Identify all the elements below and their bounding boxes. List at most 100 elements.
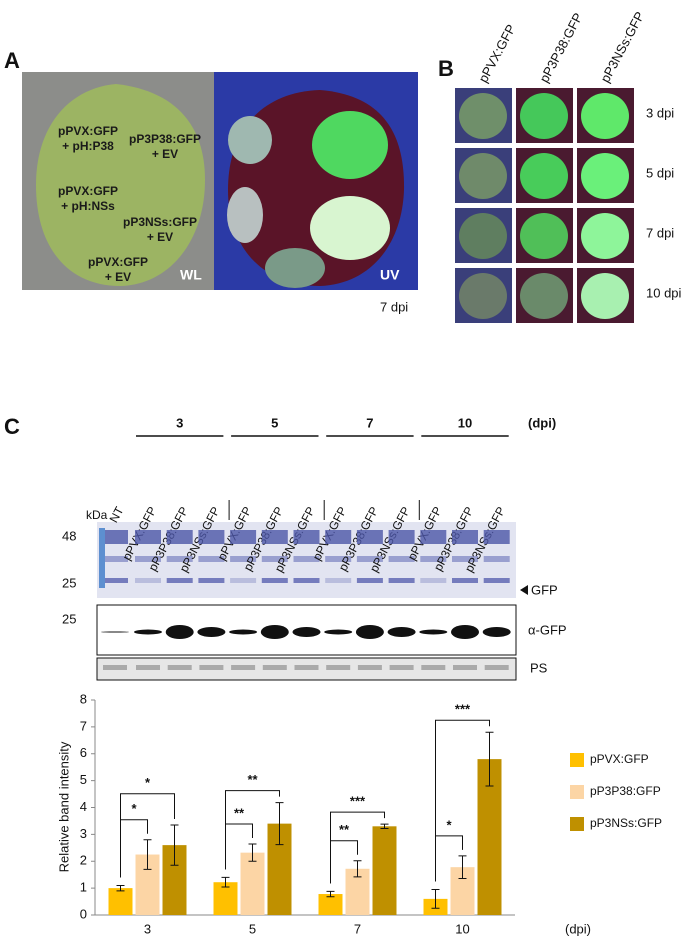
blot-band <box>197 627 226 637</box>
dpi-group-label: 7 <box>366 415 373 430</box>
gel-band <box>356 530 383 544</box>
gel-band <box>325 556 352 562</box>
y-axis-label: Relative band intensity <box>56 741 71 872</box>
panel-label: C <box>4 414 20 439</box>
stain-band <box>231 665 256 670</box>
gel-band <box>420 578 447 583</box>
legend-swatch <box>570 753 584 767</box>
light-label: UV <box>380 267 400 283</box>
gel-band <box>452 556 478 562</box>
dpi-unit: (dpi) <box>528 415 556 430</box>
error-bar <box>326 890 335 898</box>
gel-band <box>230 578 257 583</box>
significance-bracket <box>120 793 175 878</box>
blot-band <box>419 629 448 635</box>
gel-band <box>483 556 510 562</box>
leaf-disc <box>581 213 629 259</box>
panel-label: A <box>4 48 20 73</box>
gel-band <box>452 530 478 544</box>
stain-band <box>262 665 287 670</box>
gel-band <box>388 556 415 562</box>
stain-band <box>389 665 414 670</box>
y-tick-label: 4 <box>80 799 87 814</box>
gel-band <box>420 556 447 562</box>
gel-band <box>293 578 320 583</box>
gel-band <box>483 530 510 544</box>
significance-bracket <box>330 811 385 884</box>
legend-label: pP3P38:GFP <box>590 784 661 798</box>
stain-band <box>326 665 351 670</box>
leaf-disc <box>459 273 507 319</box>
dpi-group-label: 5 <box>271 415 278 430</box>
significance-label: * <box>131 801 137 816</box>
gel-band <box>198 578 225 583</box>
error-bar <box>116 884 125 892</box>
stain-band <box>199 665 224 670</box>
y-tick-label: 3 <box>80 826 87 841</box>
stain-label: PS <box>530 660 548 675</box>
leaf-label: + EV <box>105 270 131 284</box>
gel-band <box>230 530 257 544</box>
gel-band <box>388 578 415 583</box>
marker-label: 25 <box>62 611 76 626</box>
panel-b: pPVX:GFP pP3P38:GFP pP3NSs:GFP 3 dpi 5 dpi 7 … <box>455 9 682 323</box>
bar <box>318 894 343 915</box>
x-tick-label: 10 <box>455 921 469 936</box>
significance-label: *** <box>350 794 366 809</box>
stain-band <box>421 665 446 670</box>
leaf-disc <box>581 273 629 319</box>
stain-band <box>484 665 509 670</box>
gel-band <box>135 556 161 562</box>
gel-band <box>166 556 193 562</box>
stain-band <box>357 665 382 670</box>
blot-band <box>451 625 479 639</box>
error-bar <box>458 855 467 879</box>
significance-label: ** <box>339 822 350 837</box>
error-bar <box>170 824 179 866</box>
gel-band <box>166 578 193 583</box>
y-tick-label: 0 <box>80 906 87 921</box>
significance-bracket <box>225 790 280 870</box>
row-label: 7 dpi <box>646 225 674 240</box>
blot-band <box>229 629 258 635</box>
blot-label: α-GFP <box>528 622 567 637</box>
significance-label: ** <box>247 772 258 787</box>
significance-label: * <box>145 775 151 790</box>
error-bar <box>275 802 284 846</box>
marker-lane <box>99 528 105 588</box>
y-tick-label: 6 <box>80 745 87 760</box>
bar <box>213 882 238 915</box>
x-tick-label: 3 <box>144 921 151 936</box>
gel-band <box>261 578 288 583</box>
leaf-label: + EV <box>152 147 178 161</box>
gel-band <box>293 556 320 562</box>
row-label: 3 dpi <box>646 105 674 120</box>
stain-band <box>294 665 319 670</box>
column-label: pP3P38:GFP <box>536 10 585 85</box>
gel-band <box>261 530 288 544</box>
row-label: 5 dpi <box>646 165 674 180</box>
blot-band <box>355 625 384 639</box>
infiltration-spot <box>310 196 390 260</box>
leaf-label: pP3P38:GFP <box>129 132 201 146</box>
stain-band <box>453 665 477 670</box>
blot-band <box>165 625 194 639</box>
gel-band <box>135 530 161 544</box>
legend-swatch <box>570 817 584 831</box>
gel-band <box>388 530 415 544</box>
gel-band <box>135 578 161 583</box>
bar <box>372 826 397 915</box>
significance-label: * <box>446 817 452 832</box>
y-tick-label: 5 <box>80 772 87 787</box>
dpi-group-label: 3 <box>176 415 183 430</box>
column-label: pP3NSs:GFP <box>597 9 647 85</box>
leaf-disc <box>459 93 507 139</box>
marker-label: 48 <box>62 528 76 543</box>
time-label: 7 dpi <box>380 299 408 314</box>
gel-band <box>293 530 320 544</box>
leaf-disc <box>581 93 629 139</box>
y-tick-label: 8 <box>80 691 87 706</box>
arrow <box>520 585 528 595</box>
error-bar <box>485 731 494 787</box>
